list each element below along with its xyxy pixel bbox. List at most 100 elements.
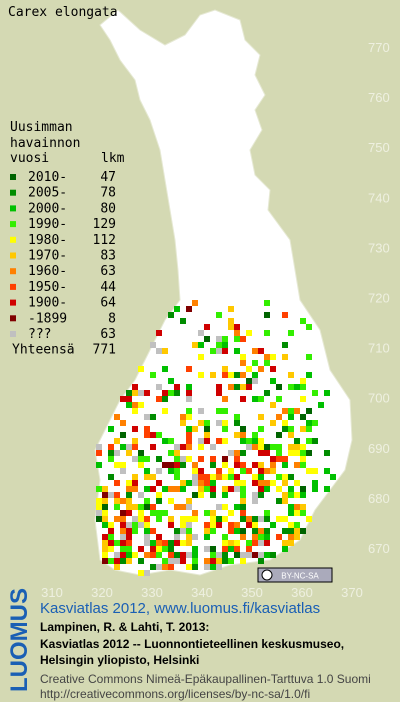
observation-square [126,390,132,396]
observation-square [234,336,240,342]
observation-square [108,450,114,456]
observation-square [156,432,162,438]
observation-square [282,516,288,522]
observation-square [204,432,210,438]
observation-square [126,450,132,456]
observation-square [282,354,288,360]
observation-square [192,300,198,306]
observation-square [276,450,282,456]
observation-square [174,552,180,558]
observation-square [210,558,216,564]
observation-square [126,528,132,534]
observation-square [186,516,192,522]
badge-text: BY-NC-SA [281,572,319,581]
observation-square [198,480,204,486]
observation-square [294,480,300,486]
observation-square [288,372,294,378]
observation-square [264,390,270,396]
legend-header: Uusimman [10,120,73,135]
observation-square [114,516,120,522]
y-grid-label: 740 [368,190,390,205]
observation-square [162,462,168,468]
observation-square [138,510,144,516]
observation-square [138,390,144,396]
observation-square [114,498,120,504]
observation-square [234,528,240,534]
legend-label: 2000- [28,201,67,216]
observation-square [150,504,156,510]
observation-square [144,432,150,438]
legend-count: 83 [100,249,116,264]
observation-square [156,564,162,570]
observation-square [282,342,288,348]
observation-square [162,510,168,516]
license-line[interactable]: http://creativecommons.org/licenses/by-n… [40,687,310,701]
observation-square [114,438,120,444]
legend-count: 64 [100,296,116,311]
observation-square [198,456,204,462]
observation-square [96,444,102,450]
y-grid-label: 760 [368,90,390,105]
observation-square [126,540,132,546]
observation-square [102,522,108,528]
observation-square [264,510,270,516]
observation-square [186,540,192,546]
observation-square [204,534,210,540]
legend-swatch [10,174,16,180]
observation-square [222,492,228,498]
observation-square [228,450,234,456]
observation-square [198,354,204,360]
cc-icon [261,569,273,581]
observation-square [252,498,258,504]
observation-square [228,486,234,492]
observation-square [144,552,150,558]
observation-square [324,486,330,492]
observation-square [240,426,246,432]
observation-square [288,384,294,390]
observation-square [186,366,192,372]
observation-square [210,528,216,534]
observation-square [258,450,264,456]
legend-label: -1899 [28,311,67,326]
observation-square [150,486,156,492]
observation-square [240,516,246,522]
observation-square [246,468,252,474]
observation-square [186,432,192,438]
observation-square [234,546,240,552]
observation-square [132,444,138,450]
observation-square [222,462,228,468]
observation-square [282,420,288,426]
observation-square [168,438,174,444]
observation-square [216,564,222,570]
observation-square [132,480,138,486]
observation-square [264,528,270,534]
observation-square [108,492,114,498]
observation-square [210,564,216,570]
observation-square [186,456,192,462]
atlas-link[interactable]: Kasviatlas 2012, www.luomus.fi/kasviatla… [40,600,320,617]
citation-line: Helsingin yliopisto, Helsinki [40,653,199,667]
observation-square [234,420,240,426]
observation-square [198,420,204,426]
observation-square [306,420,312,426]
observation-square [228,546,234,552]
citation-line: Lampinen, R. & Lahti, T. 2013: [40,620,209,634]
observation-square [150,342,156,348]
observation-square [120,540,126,546]
observation-square [282,540,288,546]
observation-square [246,384,252,390]
observation-square [102,552,108,558]
observation-square [270,378,276,384]
observation-square [222,348,228,354]
observation-square [222,552,228,558]
legend-count-header: lkm [101,151,125,166]
observation-square [102,486,108,492]
observation-square [264,444,270,450]
observation-square [114,540,120,546]
observation-square [288,426,294,432]
observation-square [96,516,102,522]
observation-square [282,426,288,432]
observation-square [174,450,180,456]
observation-square [246,438,252,444]
